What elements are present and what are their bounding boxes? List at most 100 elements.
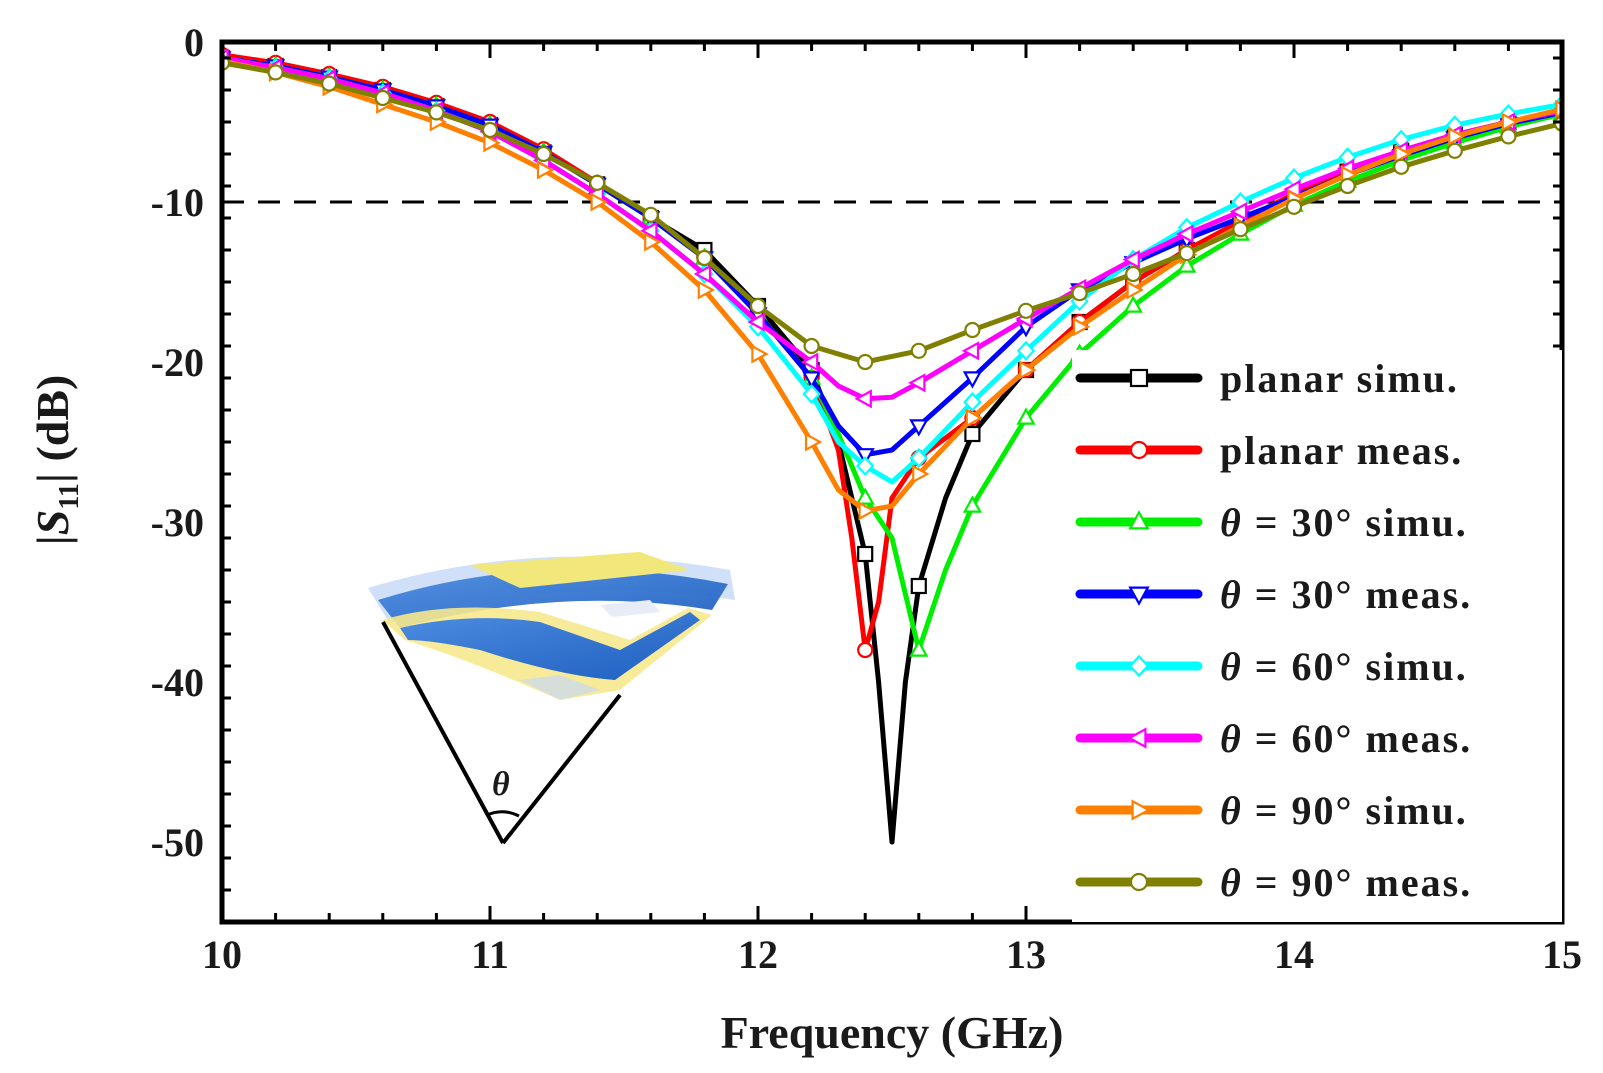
y-tick-label: -30 [151,500,204,545]
series-8 [222,54,1562,371]
legend-theta: θ [1220,860,1243,905]
data-point [910,577,927,595]
legend-item: θ = 90° meas. [1075,860,1472,905]
y-tick-label: -40 [151,660,204,705]
data-point [1017,302,1035,319]
data-point [802,383,821,405]
legend-suffix: = 90° simu. [1243,788,1468,833]
legend-item: θ = 60° meas. [1075,716,1472,761]
data-point [1177,255,1197,273]
data-point [1448,126,1466,146]
legend-suffix: = 30° simu. [1243,500,1468,545]
legend-label: planar simu. [1220,356,1459,401]
data-point [909,419,929,437]
data-point [855,487,875,505]
legend-suffix: = 60° simu. [1243,644,1468,689]
y-tick-label: 0 [184,20,204,65]
series-layer [222,46,1562,845]
legend-background [1072,350,1562,922]
legend-theta: θ [1220,644,1243,689]
data-point [858,501,876,521]
y-tick-label: -10 [151,180,204,225]
data-point [857,353,874,371]
data-point [800,352,819,372]
data-point [1446,142,1463,159]
x-tick-label: 12 [738,932,778,977]
x-tick-label: 15 [1542,932,1582,977]
data-point [965,408,984,428]
legend-item: θ = 60° simu. [1075,644,1468,689]
data-point [962,495,982,513]
legend-theta: θ [1220,716,1243,761]
data-point [857,545,874,563]
legend-swatch-marker [1131,799,1151,821]
data-point [267,64,284,81]
legend-label: θ = 30° meas. [1220,572,1472,617]
data-point [321,75,338,92]
data-point [1019,360,1037,380]
legend-item: θ = 30° meas. [1075,572,1472,617]
data-point [912,464,930,484]
series-line [222,60,1562,365]
data-point [697,280,716,300]
data-point [1125,265,1142,283]
y-axis-title: |S11| (dB) [27,375,85,546]
data-point [1232,221,1249,238]
data-point [751,344,769,364]
data-point [693,264,712,284]
legend-theta: θ [1220,500,1243,545]
legend-item: θ = 30° simu. [1075,500,1468,545]
legend: planar simu.planar meas.θ = 30° simu.θ =… [1072,350,1562,922]
data-point [535,145,552,163]
x-tick-label: 10 [202,932,242,977]
data-point [483,133,501,153]
data-point [909,447,928,469]
legend-swatch-marker [1128,586,1150,606]
data-point [640,221,658,241]
legend-suffix: = 90° meas. [1243,860,1472,905]
series-line [222,58,1562,514]
axes-layer: 10 11 12 13 14 15 0 -10 -20 -30 -40 -50 [151,20,1582,977]
data-point [1126,280,1144,300]
data-point [961,341,980,361]
data-point [642,206,659,223]
data-point [854,389,872,409]
data-point [749,297,767,315]
data-point [590,192,608,212]
legend-label: θ = 90° simu. [1220,788,1468,833]
data-point [481,121,499,139]
data-point [428,104,445,121]
data-point [964,425,981,443]
legend-swatch-marker [1128,510,1150,530]
x-tick-label: 13 [1006,932,1046,977]
x-tick-label: 14 [1274,932,1314,977]
data-point [910,342,927,359]
data-point [963,391,982,413]
data-point [1500,128,1517,145]
data-point [1071,285,1088,302]
data-point [857,641,874,659]
data-point [644,232,662,252]
data-point [1122,250,1140,270]
data-point [1123,295,1143,313]
legend-swatch-marker [1129,440,1149,460]
data-point [804,432,823,452]
y-tick-label: -20 [151,340,204,385]
legend-label: planar meas. [1220,428,1463,473]
data-point [1176,224,1194,244]
inset-angle-label: θ [492,766,510,803]
legend-swatch-marker [1127,727,1147,749]
data-point [1393,158,1410,175]
data-point [803,337,820,355]
data-point [1339,177,1356,195]
data-point [747,312,765,332]
legend-theta: θ [1220,572,1243,617]
legend-label: θ = 90° meas. [1220,860,1472,905]
legend-label: θ = 60° meas. [1220,716,1472,761]
x-tick-label: 11 [471,932,509,977]
legend-theta: θ [1220,788,1243,833]
x-axis-title: Frequency (GHz) [721,1007,1064,1058]
inset-curved-antenna-illustration: θ [368,552,735,845]
data-point [696,249,713,267]
